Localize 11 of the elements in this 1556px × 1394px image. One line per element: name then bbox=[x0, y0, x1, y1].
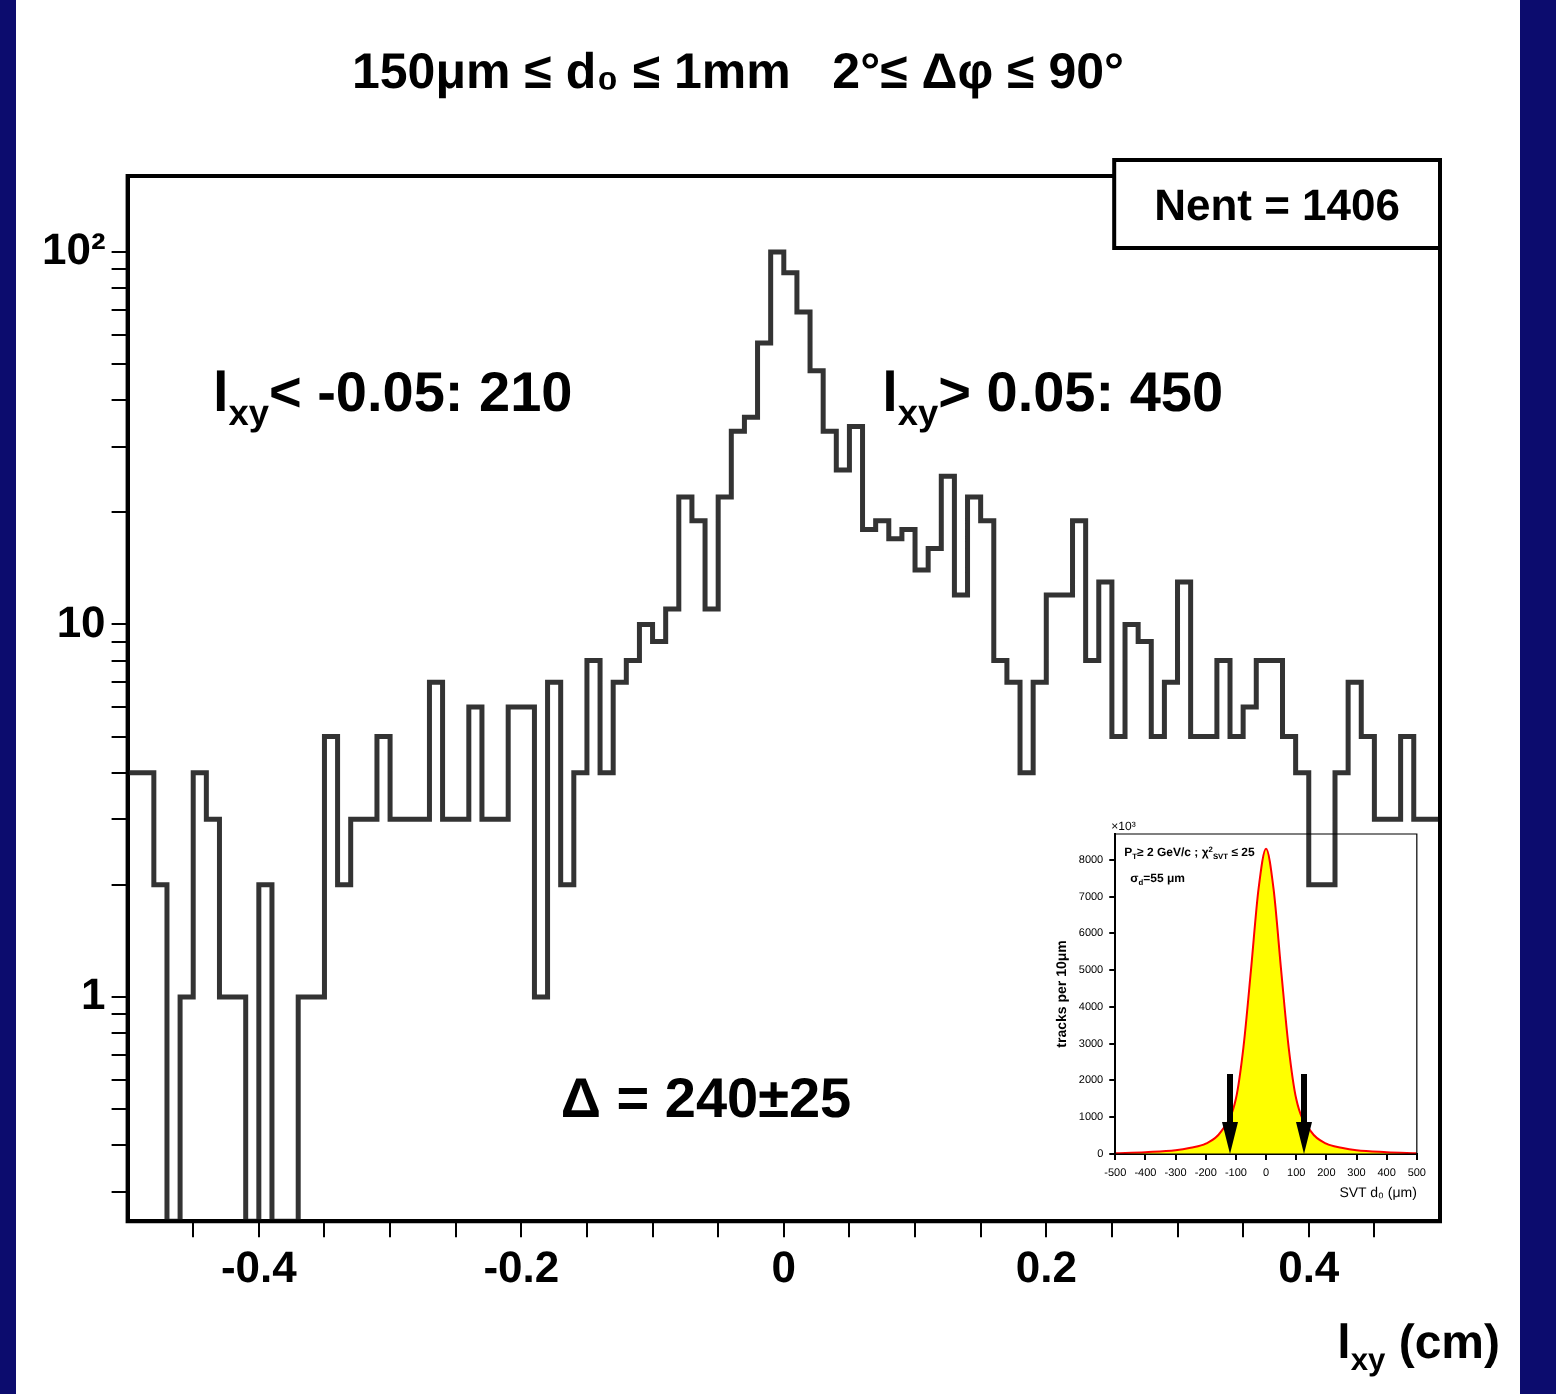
x-tick-label: 0.4 bbox=[1278, 1241, 1341, 1292]
y-tick-label: 10 bbox=[56, 596, 106, 647]
x-tick-label: 0.2 bbox=[1015, 1241, 1077, 1292]
y-tick-label: 10² bbox=[42, 224, 106, 275]
annotation: Nent = 1406 bbox=[1154, 180, 1401, 230]
y-tick-label: 1 bbox=[81, 969, 106, 1020]
x-tick-label: -0.2 bbox=[483, 1241, 560, 1292]
x-tick-label: -0.4 bbox=[220, 1241, 299, 1292]
chart-title: 150μm ≤ d₀ ≤ 1mm 2°≤ Δφ ≤ 90° bbox=[351, 43, 1125, 100]
annotation: Δ = 240±25 bbox=[560, 1066, 852, 1129]
x-tick-label: 0 bbox=[771, 1241, 797, 1292]
